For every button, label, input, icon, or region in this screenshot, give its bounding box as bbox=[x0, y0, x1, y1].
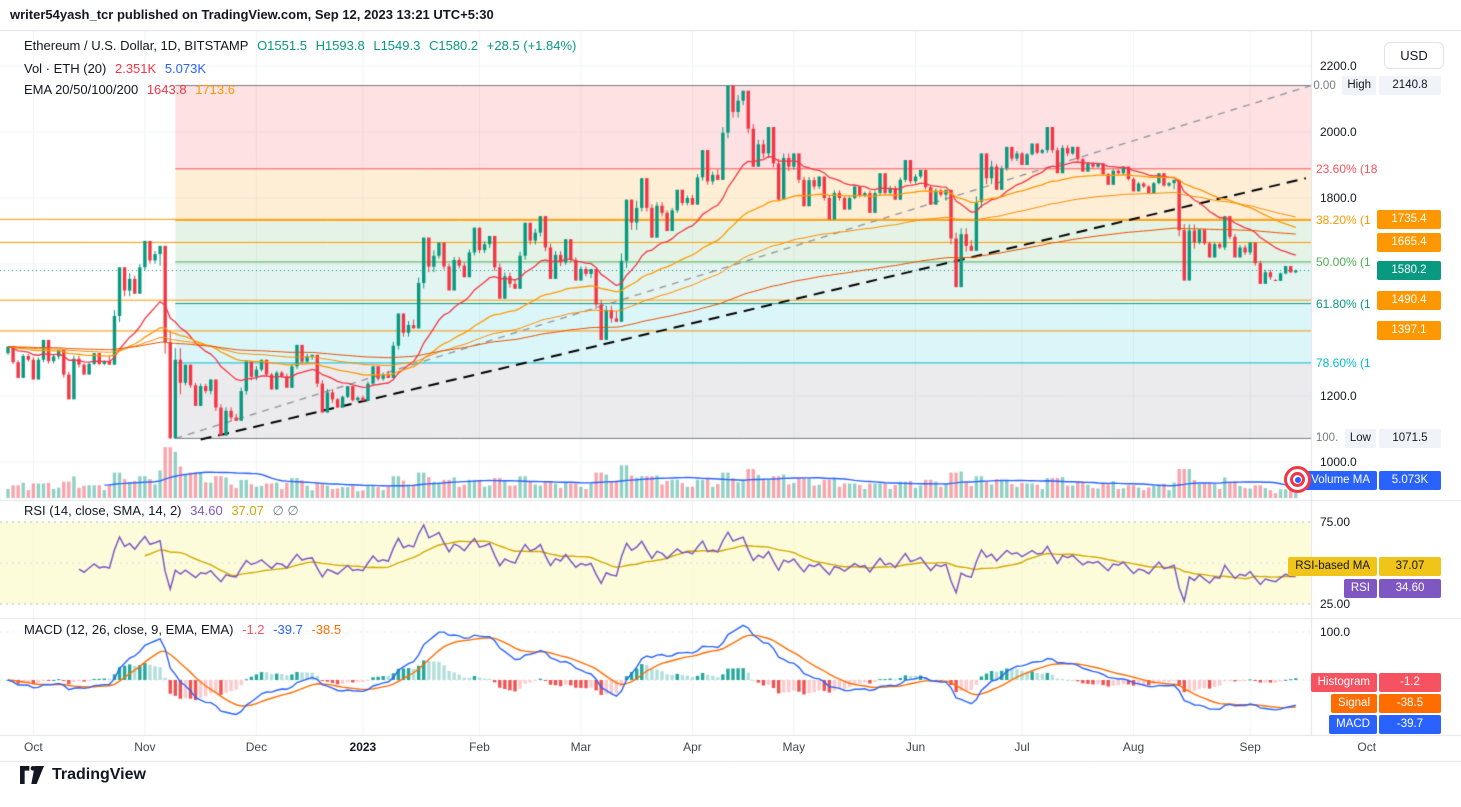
macd-histogram-badge: Histogram -1.2 bbox=[1310, 673, 1441, 692]
macd-indicator-title[interactable]: MACD (12, 26, close, 9, EMA, EMA) bbox=[24, 622, 234, 637]
main-symbol-legend[interactable]: Ethereum / U.S. Dollar, 1D, BITSTAMP O15… bbox=[24, 38, 581, 53]
volume-legend[interactable]: Vol · ETH (20) 2.351K 5.073K bbox=[24, 61, 211, 76]
macd-signal-badge-value: -38.5 bbox=[1379, 694, 1441, 713]
time-axis-label: Dec bbox=[245, 740, 268, 754]
macd-line-badge: MACD -39.7 bbox=[1329, 715, 1441, 734]
time-axis-label: 2023 bbox=[349, 740, 377, 754]
hline-price-label: 1397.1 bbox=[1377, 321, 1441, 341]
rsi-legend[interactable]: RSI (14, close, SMA, 14, 2) 34.60 37.07 … bbox=[24, 503, 304, 519]
time-axis-label: Apr bbox=[683, 740, 702, 754]
rsi-badge: RSI 34.60 bbox=[1343, 579, 1441, 598]
rsi-indicator-title[interactable]: RSI (14, close, SMA, 14, 2) bbox=[24, 503, 182, 518]
macd-signal-badge-label: Signal bbox=[1331, 694, 1377, 713]
time-axis-label: Oct bbox=[24, 740, 43, 754]
fib-0-label: 0.00 bbox=[1313, 79, 1336, 92]
time-axis-label: Oct bbox=[1357, 740, 1377, 754]
volume-indicator-title[interactable]: Vol · ETH (20) bbox=[24, 61, 107, 76]
fib-786-label: 78.60% (1 bbox=[1316, 355, 1371, 370]
time-axis-label: Jul bbox=[1014, 740, 1030, 754]
price-change: +28.5 (+1.84%) bbox=[486, 38, 577, 53]
tradingview-logo-icon bbox=[20, 766, 44, 784]
rsi-badge-label: RSI bbox=[1343, 579, 1377, 598]
time-axis-label: Aug bbox=[1122, 740, 1145, 754]
macd-signal-value: -38.5 bbox=[311, 622, 342, 637]
macd-signal-badge: Signal -38.5 bbox=[1331, 694, 1441, 713]
macd-histogram-badge-value: -1.2 bbox=[1379, 673, 1441, 692]
high-value: 2140.8 bbox=[1379, 76, 1441, 96]
hline-price-label: 1735.4 bbox=[1377, 209, 1441, 229]
time-axis-label: Nov bbox=[134, 740, 156, 754]
attribution-bar: writer54yash_tcr published on TradingVie… bbox=[0, 0, 1461, 30]
time-axis-label: Feb bbox=[469, 740, 490, 754]
price-tick-label: 1200.0 bbox=[1320, 389, 1357, 404]
macd-histogram-badge-label: Histogram bbox=[1310, 673, 1377, 692]
macd-tick-label: 100.0 bbox=[1320, 625, 1351, 639]
ohlc-open: O1551.5 bbox=[257, 38, 307, 53]
price-tick-label: 2000.0 bbox=[1320, 125, 1357, 139]
high-price-row: 0.00 High 2140.8 bbox=[1313, 76, 1441, 96]
fib-100-label: 100. bbox=[1315, 432, 1339, 445]
time-axis-label: Mar bbox=[570, 740, 592, 754]
target-logo-icon bbox=[1284, 466, 1311, 493]
macd-legend[interactable]: MACD (12, 26, close, 9, EMA, EMA) -1.2 -… bbox=[24, 622, 346, 637]
ohlc-high: H1593.8 bbox=[315, 38, 365, 53]
attribution-text: writer54yash_tcr published on TradingVie… bbox=[10, 7, 494, 22]
price-tick-label: 1800.0 bbox=[1320, 191, 1357, 205]
volume-ma-badge: Volume MA 5.073K bbox=[1304, 471, 1441, 490]
time-axis-label: Jun bbox=[905, 740, 926, 754]
ohlc-low: L1549.3 bbox=[373, 38, 421, 53]
low-value: 1071.5 bbox=[1379, 428, 1441, 448]
symbol-title[interactable]: Ethereum / U.S. Dollar, 1D, BITSTAMP bbox=[24, 38, 249, 53]
rsi-ma-badge: RSI-based MA 37.07 bbox=[1288, 557, 1441, 576]
macd-line-badge-label: MACD bbox=[1329, 715, 1377, 734]
currency-toggle-button[interactable]: USD bbox=[1384, 42, 1444, 69]
low-price-row: 100. Low 1071.5 bbox=[1316, 428, 1441, 448]
macd-line-value: -39.7 bbox=[273, 622, 303, 637]
rsi-badge-value: 34.60 bbox=[1379, 579, 1441, 598]
price-tick-label: 2200.0 bbox=[1320, 58, 1357, 73]
fib-618-label: 61.80% (1 bbox=[1316, 296, 1371, 311]
high-tag: High bbox=[1342, 76, 1376, 96]
last-price-label: 1580.2 bbox=[1377, 261, 1441, 281]
volume-ma-badge-value: 5.073K bbox=[1379, 471, 1441, 490]
macd-hist-value: -1.2 bbox=[242, 622, 265, 637]
tradingview-footer-link[interactable]: TradingView bbox=[20, 766, 146, 784]
fib-236-label: 23.60% (18 bbox=[1316, 161, 1378, 176]
brand-name: TradingView bbox=[52, 766, 146, 783]
macd-line-badge-value: -39.7 bbox=[1379, 715, 1441, 734]
rsi-muted-values: ∅ ∅ bbox=[272, 503, 299, 518]
hline-price-label: 1490.4 bbox=[1377, 290, 1441, 310]
rsi-ma-badge-value: 37.07 bbox=[1379, 557, 1441, 576]
volume-value: 2.351K bbox=[114, 61, 157, 76]
volume-ma-badge-label: Volume MA bbox=[1304, 471, 1377, 490]
rsi-ma-badge-label: RSI-based MA bbox=[1288, 557, 1377, 576]
ema-value-1: 1643.8 bbox=[146, 82, 187, 97]
ema-indicator-title[interactable]: EMA 20/50/100/200 bbox=[24, 82, 139, 97]
rsi-tick-label: 25.00 bbox=[1320, 597, 1351, 611]
time-axis-label: May bbox=[782, 740, 806, 754]
hline-price-label: 1665.4 bbox=[1377, 232, 1441, 252]
low-tag: Low bbox=[1344, 428, 1376, 448]
price-tick-label: 1000.0 bbox=[1320, 455, 1357, 470]
rsi-ma-value: 37.07 bbox=[231, 503, 264, 518]
rsi-value: 34.60 bbox=[190, 503, 223, 518]
rsi-tick-label: 75.00 bbox=[1320, 515, 1351, 529]
volume-ma-value: 5.073K bbox=[164, 61, 207, 76]
ema-value-2: 1713.6 bbox=[195, 82, 235, 97]
time-axis-label: Sep bbox=[1239, 740, 1261, 754]
ema-legend[interactable]: EMA 20/50/100/200 1643.8 1713.6 bbox=[24, 82, 240, 97]
fib-50-label: 50.00% (1 bbox=[1316, 254, 1371, 269]
ohlc-close: C1580.2 bbox=[428, 38, 479, 53]
fib-382-label: 38.20% (1 bbox=[1316, 213, 1371, 228]
